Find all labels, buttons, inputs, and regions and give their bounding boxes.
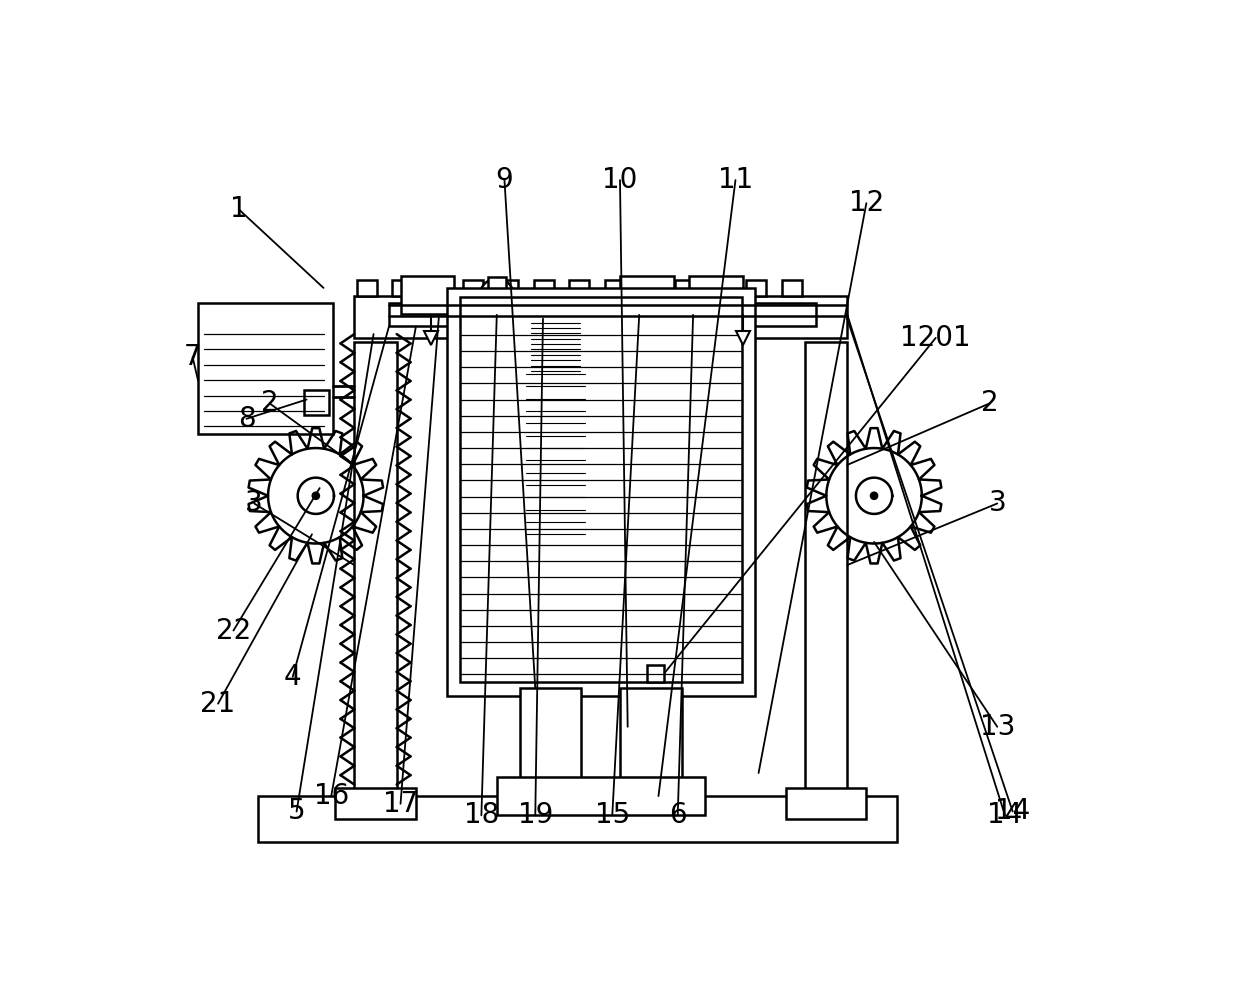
Bar	[400, 276, 455, 314]
Text: 21: 21	[201, 690, 235, 718]
Bar	[354, 341, 396, 797]
Text: 18: 18	[463, 801, 499, 829]
Bar	[487, 277, 506, 314]
Bar	[647, 665, 664, 682]
Text: 4: 4	[284, 663, 301, 691]
Bar	[447, 287, 755, 696]
Text: 8: 8	[238, 405, 255, 433]
Circle shape	[479, 279, 514, 313]
Circle shape	[312, 492, 318, 499]
Bar	[305, 390, 328, 415]
Bar	[520, 689, 581, 785]
Bar	[392, 281, 413, 295]
Text: 22: 22	[216, 616, 252, 645]
Text: 6: 6	[669, 801, 686, 829]
Bar	[498, 281, 518, 295]
Bar	[258, 797, 897, 843]
Bar	[460, 297, 742, 682]
Bar	[335, 789, 416, 819]
Bar	[354, 295, 847, 337]
Bar	[569, 281, 590, 295]
Text: 3: 3	[989, 490, 1006, 518]
Bar	[641, 281, 660, 295]
Text: 12: 12	[849, 189, 883, 217]
Text: 19: 19	[518, 801, 553, 829]
Bar	[711, 281, 731, 295]
Bar	[805, 341, 847, 797]
Text: 1201: 1201	[901, 324, 971, 352]
Bar	[198, 303, 333, 435]
Bar	[427, 281, 447, 295]
Bar	[605, 281, 624, 295]
Bar	[689, 276, 743, 314]
Text: 3: 3	[245, 490, 263, 518]
Bar	[527, 373, 585, 542]
Bar	[620, 689, 681, 785]
Bar	[534, 281, 554, 295]
Text: 10: 10	[602, 166, 638, 194]
Text: 11: 11	[717, 166, 753, 194]
Text: 17: 17	[383, 790, 418, 818]
Text: 2: 2	[261, 389, 279, 417]
Bar	[620, 276, 674, 314]
Bar	[530, 313, 580, 374]
Bar	[463, 281, 483, 295]
Bar	[675, 281, 695, 295]
Text: 15: 15	[595, 801, 629, 829]
Text: 9: 9	[496, 166, 513, 194]
Circle shape	[871, 492, 877, 499]
Text: 16: 16	[313, 782, 349, 810]
Bar	[389, 303, 817, 327]
Text: 14: 14	[987, 801, 1022, 829]
Bar	[746, 281, 766, 295]
Text: 13: 13	[980, 713, 1015, 741]
Bar	[786, 789, 866, 819]
Text: 14: 14	[995, 798, 1031, 825]
Bar	[497, 777, 705, 815]
Bar	[357, 281, 377, 295]
Text: 1: 1	[230, 195, 248, 224]
Text: 5: 5	[287, 798, 305, 825]
Text: 7: 7	[183, 343, 202, 371]
Bar	[496, 289, 514, 297]
Text: 2: 2	[981, 389, 999, 417]
Bar	[782, 281, 802, 295]
